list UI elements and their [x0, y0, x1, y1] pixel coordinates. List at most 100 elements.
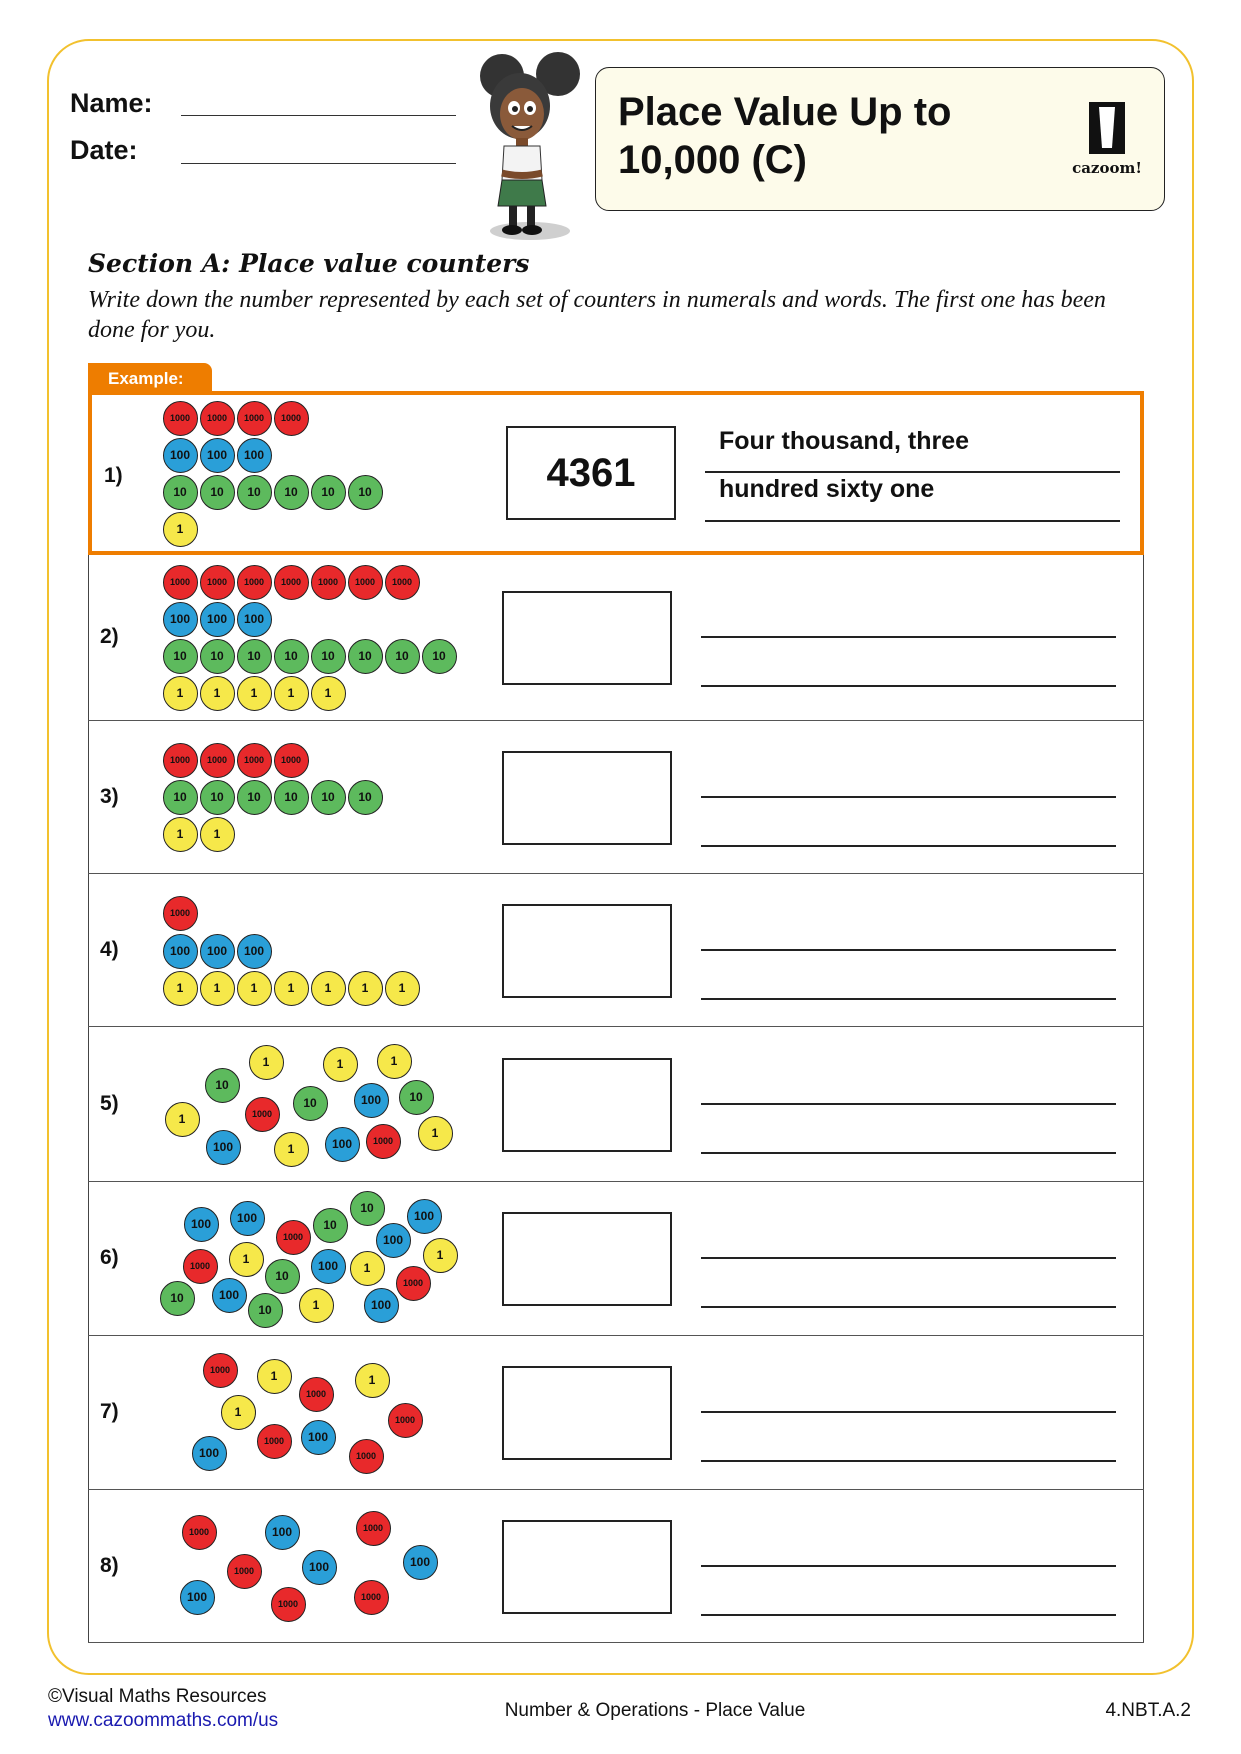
counter-1: 1 [349, 1250, 385, 1286]
counter-100: 100 [211, 1277, 247, 1313]
words-answer-line-2 [705, 520, 1120, 522]
counter-100: 100 [264, 1514, 300, 1550]
counter-10: 10 [347, 474, 383, 510]
counter-1: 1 [228, 1241, 264, 1277]
counter-1: 1 [162, 970, 198, 1006]
numeral-answer-box[interactable] [502, 1057, 672, 1152]
counter-10: 10 [384, 638, 420, 674]
counter-1: 1 [162, 511, 198, 547]
words-answer-line-2-text: hundred sixty one [719, 475, 935, 503]
cazoom-logo: cazoom! [1064, 102, 1150, 177]
counter-1: 1 [354, 1362, 390, 1398]
counter-10: 10 [162, 638, 198, 674]
words-answer-line-1[interactable] [701, 1102, 1116, 1105]
counter-100: 100 [199, 933, 235, 969]
counter-100: 100 [324, 1126, 360, 1162]
counter-10: 10 [310, 474, 346, 510]
counter-10: 10 [264, 1258, 300, 1294]
question-number: 7) [100, 1400, 119, 1423]
counter-1: 1 [164, 1101, 200, 1137]
words-answer-line-2[interactable] [701, 1460, 1116, 1462]
counter-10: 10 [347, 638, 383, 674]
counter-100: 100 [205, 1129, 241, 1165]
counter-1000: 1000 [236, 400, 272, 436]
counter-1: 1 [199, 675, 235, 711]
counter-1: 1 [162, 675, 198, 711]
counter-100: 100 [236, 437, 272, 473]
numeral-answer-box: 4361 [506, 426, 676, 520]
numeral-answer-box[interactable] [502, 903, 672, 998]
name-field[interactable] [181, 115, 456, 116]
counter-1000: 1000 [273, 742, 309, 778]
words-answer-line-2[interactable] [701, 685, 1116, 687]
counter-1000: 1000 [387, 1402, 423, 1438]
words-answer-line-1[interactable] [701, 636, 1116, 638]
counter-1000: 1000 [384, 564, 420, 600]
counter-100: 100 [191, 1435, 227, 1471]
words-answer-line-1[interactable] [701, 795, 1116, 798]
page-border [47, 39, 1194, 1675]
counter-100: 100 [353, 1082, 389, 1118]
counter-1: 1 [273, 675, 309, 711]
numeral-answer-box[interactable] [502, 1519, 672, 1614]
counter-100: 100 [402, 1544, 438, 1580]
counter-10: 10 [162, 779, 198, 815]
counter-1: 1 [199, 970, 235, 1006]
words-answer-line-1[interactable] [701, 1564, 1116, 1567]
words-answer-line-2[interactable] [701, 1151, 1116, 1154]
counter-100: 100 [183, 1206, 219, 1242]
counter-10: 10 [398, 1079, 434, 1115]
counter-10: 10 [421, 638, 457, 674]
counter-1000: 1000 [236, 742, 272, 778]
words-answer-line-1[interactable] [701, 1411, 1116, 1413]
counter-1: 1 [310, 970, 346, 1006]
words-answer-line-1[interactable] [701, 948, 1116, 951]
section-heading: Section A: Place value counters [88, 249, 530, 278]
counter-1000: 1000 [355, 1510, 391, 1546]
date-field[interactable] [181, 163, 456, 164]
counter-100: 100 [179, 1579, 215, 1615]
title-line-2: 10,000 (C) [618, 138, 807, 182]
counter-10: 10 [273, 779, 309, 815]
website-link[interactable]: www.cazoommaths.com/us [48, 1710, 279, 1731]
numeral-answer-box[interactable] [502, 1366, 672, 1460]
words-answer-line-2[interactable] [701, 997, 1116, 1000]
numeral-answer-box[interactable] [502, 750, 672, 845]
counter-1000: 1000 [202, 1352, 238, 1388]
counter-1000: 1000 [270, 1586, 306, 1622]
cup-logo-icon [1089, 102, 1125, 154]
counter-10: 10 [199, 779, 235, 815]
words-answer-line-2[interactable] [701, 1306, 1116, 1308]
counter-100: 100 [300, 1419, 336, 1455]
question-number: 3) [100, 784, 119, 808]
counter-100: 100 [199, 437, 235, 473]
counter-1000: 1000 [273, 400, 309, 436]
numeral-answer-box[interactable] [502, 1212, 672, 1306]
counter-1: 1 [417, 1115, 453, 1151]
counter-1: 1 [310, 675, 346, 711]
counter-10: 10 [162, 474, 198, 510]
counter-10: 10 [199, 638, 235, 674]
counter-1: 1 [376, 1043, 412, 1079]
counter-100: 100 [229, 1200, 265, 1236]
counter-1000: 1000 [310, 564, 346, 600]
question-number: 2) [100, 625, 119, 648]
counter-10: 10 [236, 474, 272, 510]
counter-10: 10 [199, 474, 235, 510]
counter-10: 10 [312, 1207, 348, 1243]
counter-100: 100 [162, 933, 198, 969]
counter-100: 100 [363, 1287, 399, 1323]
words-answer-line-2[interactable] [701, 1613, 1116, 1616]
counter-100: 100 [375, 1222, 411, 1258]
question-row: 5) [88, 1027, 1144, 1182]
counter-1000: 1000 [162, 895, 198, 931]
counter-100: 100 [236, 601, 272, 637]
question-number: 8) [100, 1553, 119, 1577]
counter-1: 1 [384, 970, 420, 1006]
words-answer-line-1[interactable] [701, 1257, 1116, 1259]
counter-100: 100 [406, 1198, 442, 1234]
words-answer-line-2[interactable] [701, 844, 1116, 847]
student-character-illustration [480, 52, 580, 240]
numeral-answer-box[interactable] [502, 591, 672, 685]
counter-1: 1 [236, 675, 272, 711]
